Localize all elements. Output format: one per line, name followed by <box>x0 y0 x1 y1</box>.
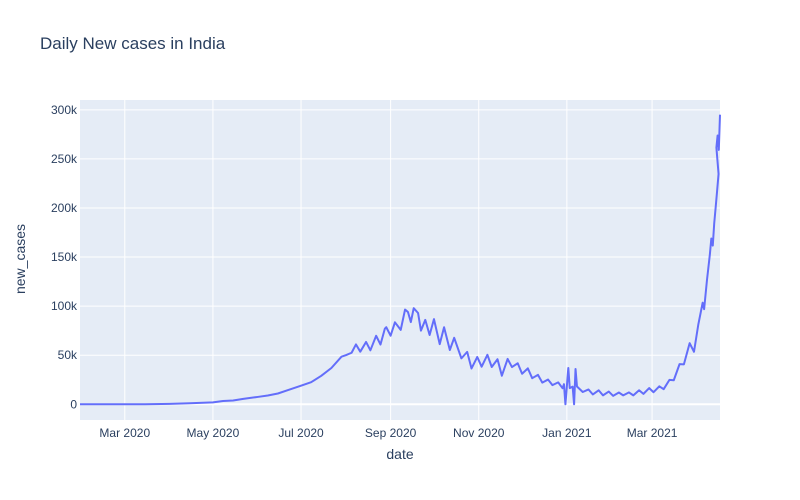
x-tick-label: May 2020 <box>187 426 240 440</box>
y-tick-label: 0 <box>70 397 77 411</box>
x-gridlines <box>124 100 653 420</box>
y-tick-label: 300k <box>51 103 78 117</box>
y-tick-labels: 0 50k 100k 150k 200k 250k 300k <box>51 103 78 411</box>
x-tick-label: Mar 2021 <box>627 426 678 440</box>
y-tick-label: 200k <box>51 201 78 215</box>
y-tick-label: 250k <box>51 152 78 166</box>
series-line-new-cases <box>80 114 721 406</box>
chart-title: Daily New cases in India <box>40 34 226 53</box>
y-axis-label: new_cases <box>12 223 28 295</box>
x-tick-label: Mar 2020 <box>99 426 150 440</box>
x-tick-label: Nov 2020 <box>453 426 505 440</box>
y-tick-label: 100k <box>51 299 78 313</box>
x-tick-label: Jan 2021 <box>542 426 592 440</box>
x-axis-label: date <box>386 446 414 462</box>
x-tick-labels: Mar 2020 May 2020 Jul 2020 Sep 2020 Nov 2020… <box>99 426 677 440</box>
plot-area <box>80 100 720 420</box>
x-tick-label: Sep 2020 <box>365 426 417 440</box>
y-tick-label: 150k <box>51 250 78 264</box>
y-tick-label: 50k <box>58 348 78 362</box>
x-tick-label: Jul 2020 <box>278 426 324 440</box>
